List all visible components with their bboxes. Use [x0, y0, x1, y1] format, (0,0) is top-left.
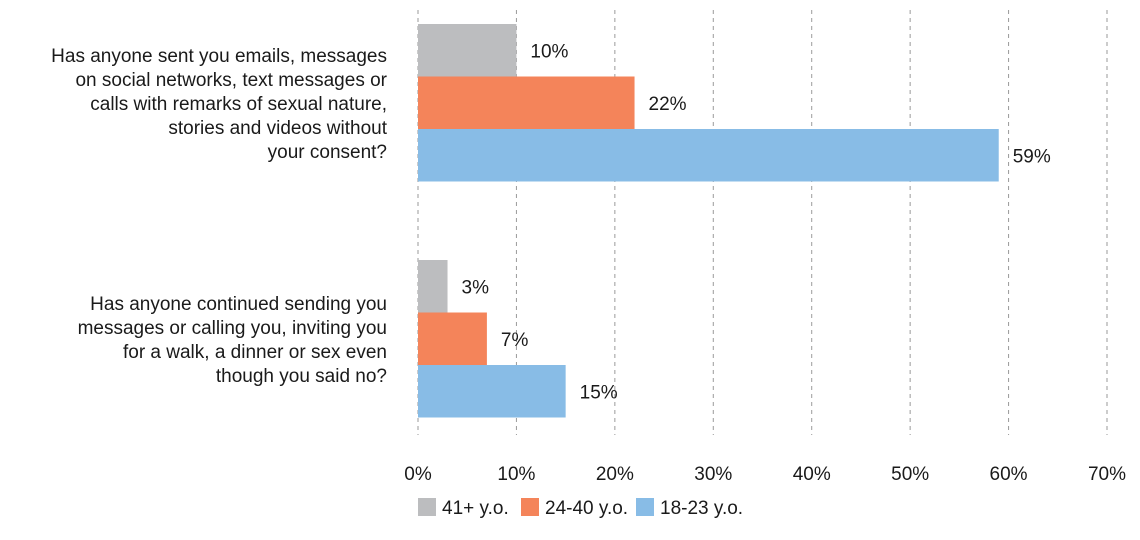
data-label: 3%: [462, 277, 490, 298]
data-label: 10%: [530, 41, 568, 62]
bar: [418, 129, 999, 182]
data-label: 7%: [501, 330, 529, 351]
legend-label: 24-40 y.o.: [545, 498, 628, 519]
x-tick-label: 30%: [694, 464, 732, 485]
category-label-line: stories and videos without: [168, 118, 387, 139]
x-tick-label: 50%: [891, 464, 929, 485]
category-label-line: on social networks, text messages or: [75, 70, 387, 91]
category-label-line: Has anyone sent you emails, messages: [51, 46, 387, 67]
x-tick-label: 20%: [596, 464, 634, 485]
legend-swatch: [418, 498, 436, 516]
x-axis-tick-labels: 0% 10% 20% 30% 40% 50% 60% 70%: [404, 464, 1126, 485]
legend-label: 18-23 y.o.: [660, 498, 743, 519]
category-label-line: calls with remarks of sexual nature,: [90, 94, 387, 115]
legend: 41+ y.o. 24-40 y.o. 18-23 y.o.: [418, 498, 743, 519]
category-labels: Has anyone sent you emails, messages on s…: [51, 46, 388, 387]
data-label: 59%: [1013, 146, 1051, 167]
bar: [418, 260, 448, 313]
x-tick-label: 40%: [793, 464, 831, 485]
legend-label: 41+ y.o.: [442, 498, 509, 519]
bar: [418, 312, 487, 365]
legend-swatch: [521, 498, 539, 516]
bar: [418, 76, 635, 129]
category-label: Has anyone sent you emails, messages on s…: [51, 46, 388, 163]
category-label-line: messages or calling you, inviting you: [78, 318, 387, 339]
bar: [418, 24, 517, 77]
bars: 10% 22% 59% 3% 7% 15%: [418, 24, 1051, 418]
category-label-line: your consent?: [268, 142, 387, 163]
data-label: 22%: [649, 94, 687, 115]
data-label: 15%: [580, 382, 618, 403]
x-tick-label: 0%: [404, 464, 432, 485]
category-label: Has anyone continued sending you messages…: [78, 294, 387, 387]
category-label-line: Has anyone continued sending you: [90, 294, 387, 315]
category-label-line: though you said no?: [216, 366, 387, 387]
x-tick-label: 60%: [990, 464, 1028, 485]
category-label-line: for a walk, a dinner or sex even: [123, 342, 387, 363]
x-tick-label: 10%: [497, 464, 535, 485]
x-tick-label: 70%: [1088, 464, 1126, 485]
bar: [418, 365, 566, 418]
legend-swatch: [636, 498, 654, 516]
